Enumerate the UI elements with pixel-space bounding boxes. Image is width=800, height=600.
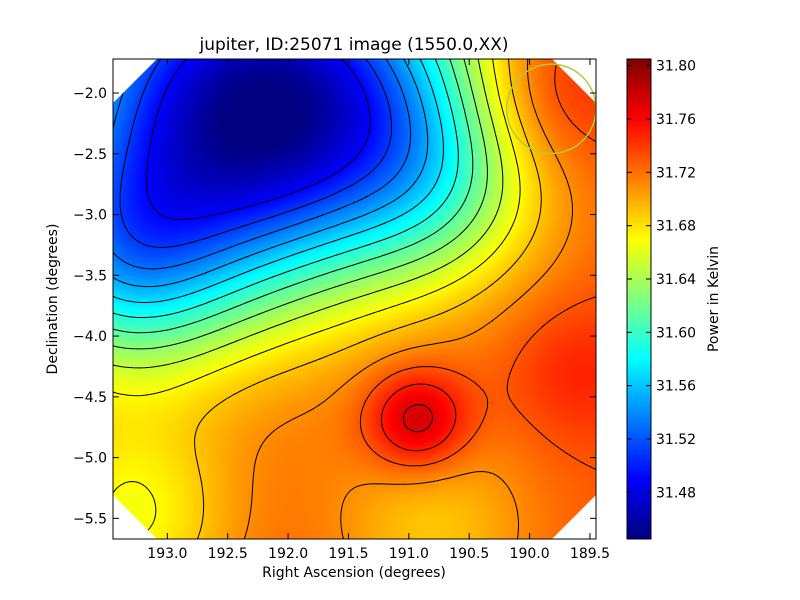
contour-line (380, 383, 457, 452)
colorbar-tick-label: 31.72 (656, 165, 696, 181)
x-axis-label: Right Ascension (degrees) (262, 565, 446, 581)
colorbar-frame (626, 58, 652, 540)
y-axis-label: Declination (degrees) (45, 224, 61, 375)
masked-corner (113, 495, 157, 539)
colorbar-gradient (627, 59, 651, 539)
contour-line (119, 59, 393, 248)
colorbar-tick-label: 31.56 (656, 379, 696, 395)
contour-line (113, 59, 444, 303)
chart-title: jupiter, ID:25071 image (1550.0,XX) (198, 35, 508, 55)
colorbar-tick-label: 31.64 (656, 272, 696, 288)
masked-corner (552, 495, 596, 539)
x-tick-label: 190.5 (449, 546, 489, 562)
contour-line (113, 59, 488, 350)
contour-line (113, 59, 459, 318)
colorbar-tick-label: 31.60 (656, 325, 696, 341)
contour-lines (113, 59, 596, 539)
contour-line (146, 59, 371, 220)
colorbar-ticks: 31.48 31.52 31.56 31.60 31.64 31.68 31.72 31.76… (627, 59, 696, 501)
masked-corner (113, 59, 157, 103)
colorbar: 31.48 31.52 31.56 31.60 31.64 31.68 31.72 31.76… (626, 58, 696, 540)
y-tick-label: −4.0 (73, 329, 107, 345)
contour-line (402, 404, 433, 433)
x-tick-label: 192.5 (208, 546, 248, 562)
y-tick-label: −4.5 (73, 390, 107, 406)
x-tick-label: 190.0 (510, 546, 550, 562)
y-tick-label: −5.0 (73, 451, 107, 467)
plot-area (113, 59, 596, 539)
x-tick-label: 193.0 (147, 546, 187, 562)
plot-frame (112, 58, 597, 540)
y-tick-label: −3.5 (73, 268, 107, 284)
y-tick-label: −2.0 (73, 86, 107, 102)
y-tick-label: −3.0 (73, 208, 107, 224)
y-tick-label: −5.5 (73, 511, 107, 527)
contour-line (113, 59, 504, 369)
colorbar-tick-label: 31.68 (656, 219, 696, 235)
y-tick-label: −2.5 (73, 147, 107, 163)
contour-line (243, 59, 573, 539)
y-axis: −2.0 −2.5 −3.0 −3.5 −4.0 −4.5 −5.0 −5.5 (73, 86, 596, 527)
colorbar-tick-label: 31.80 (656, 59, 696, 75)
contour-line (194, 59, 542, 539)
beam-circle (505, 63, 596, 155)
x-tick-label: 189.5 (570, 546, 610, 562)
contour-line (113, 59, 474, 334)
masked-corner (552, 59, 596, 103)
colorbar-tick-label: 31.76 (656, 112, 696, 128)
x-tick-label: 191.0 (389, 546, 429, 562)
colorbar-tick-label: 31.52 (656, 432, 696, 448)
corner-masks (113, 59, 596, 539)
colorbar-label: Power in Kelvin (706, 246, 722, 352)
x-axis: 193.0 192.5 192.0 191.5 191.0 190.5 190.0 189.5 (147, 59, 610, 562)
colorbar-tick-label: 31.48 (656, 485, 696, 501)
x-tick-label: 191.5 (328, 546, 368, 562)
contour-line (113, 59, 521, 538)
x-tick-label: 192.0 (268, 546, 308, 562)
